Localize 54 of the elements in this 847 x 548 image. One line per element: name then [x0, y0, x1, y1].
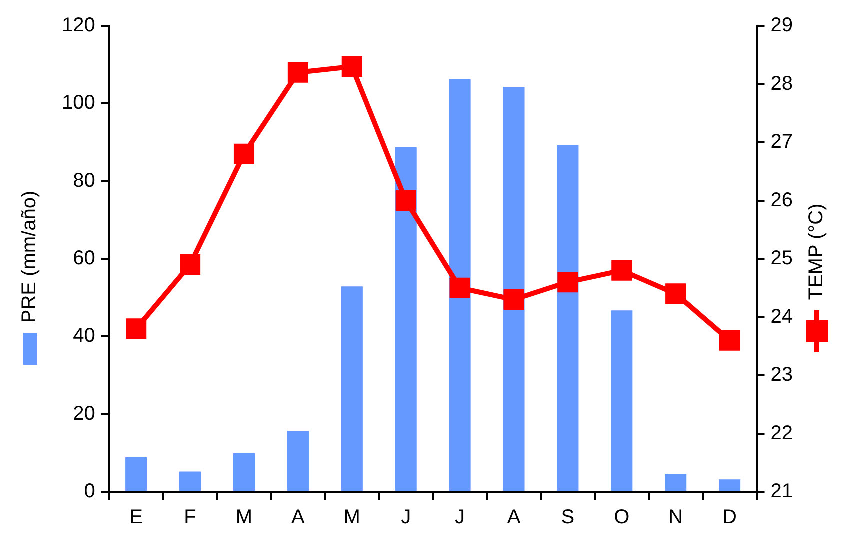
bar [180, 472, 202, 491]
point [234, 144, 255, 164]
point [720, 330, 740, 351]
x-tick-label: S [561, 506, 575, 529]
x-tick-label: A [507, 506, 522, 529]
y2-tick-label: 27 [770, 131, 794, 154]
bar [665, 474, 687, 491]
y-tick-label: 80 [73, 170, 96, 192]
x-tick-label: M [236, 506, 253, 529]
bar [395, 148, 417, 491]
point [288, 62, 308, 83]
x-tick-label: F [184, 506, 196, 529]
y2-tick-label: 29 [770, 14, 794, 37]
x-tick-label: E [130, 506, 144, 529]
point [612, 260, 632, 281]
bar [503, 86, 525, 491]
bar [718, 480, 741, 491]
point [342, 56, 362, 78]
y2-tick-label: 24 [770, 306, 794, 328]
y2-tick-label: 23 [770, 364, 794, 386]
y-axis-title: PRE (mm/año) [18, 190, 42, 324]
y-tick-label: 0 [84, 480, 96, 503]
bar [287, 431, 309, 491]
point [558, 272, 578, 293]
point [450, 278, 470, 298]
bar [233, 454, 256, 491]
y-tick-label: 120 [62, 14, 96, 37]
x-tick-label: J [401, 506, 412, 529]
y2-tick-label: 21 [770, 480, 794, 503]
y-tick-label: 100 [62, 92, 96, 114]
bar [557, 145, 579, 491]
x-tick-label: M [344, 506, 360, 529]
point [504, 289, 524, 310]
bar [126, 457, 148, 491]
y-tick-label: 20 [73, 402, 96, 425]
x-tick-label: A [292, 506, 306, 529]
point [396, 190, 416, 212]
y2-tick-label: 28 [770, 72, 794, 95]
x-tick-label: O [614, 506, 630, 529]
y2-tick-label: 26 [770, 189, 794, 212]
y-tick-label: 60 [73, 248, 96, 270]
y2-tick-label: 25 [770, 248, 794, 270]
x-tick-label: D [722, 506, 738, 529]
point [180, 254, 201, 276]
y-tick-label: 40 [73, 325, 96, 348]
point [666, 284, 686, 304]
y2-axis-title: TEMP (°C) [806, 204, 828, 300]
x-tick-label: N [668, 506, 684, 529]
y2-tick-label: 22 [770, 422, 794, 444]
bar [611, 310, 633, 491]
x-tick-label: J [455, 506, 466, 529]
bar [341, 286, 363, 491]
bar [449, 79, 471, 491]
point [126, 318, 147, 340]
